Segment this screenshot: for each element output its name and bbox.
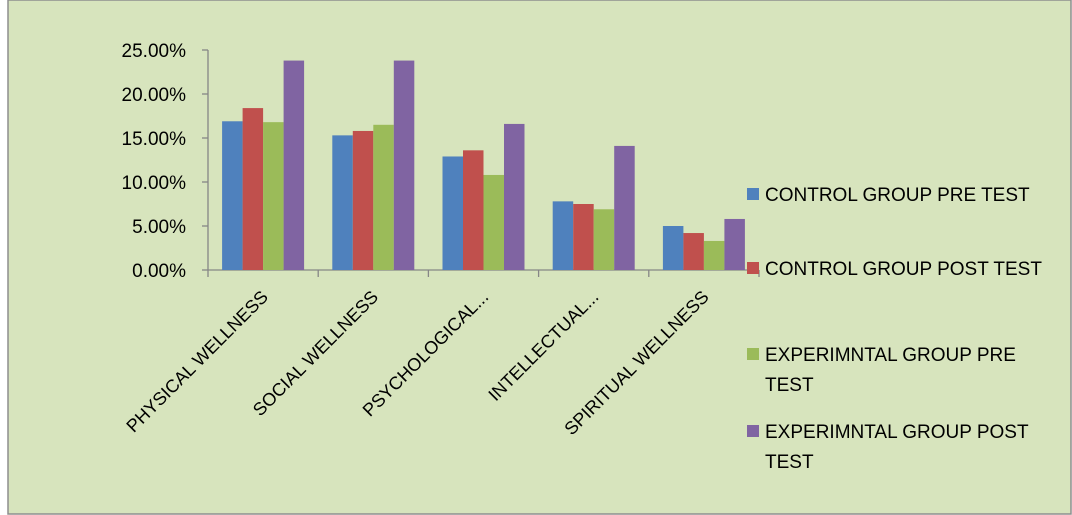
bar xyxy=(703,240,725,270)
bar xyxy=(483,174,504,270)
legend-swatch xyxy=(747,348,759,360)
bar xyxy=(683,233,704,270)
bar xyxy=(283,60,305,271)
bar xyxy=(222,121,243,270)
chart-area-background xyxy=(7,0,1072,515)
y-tick-label: 0.00% xyxy=(132,261,186,282)
bar xyxy=(573,204,594,270)
y-tick-label: 15.00% xyxy=(122,129,187,150)
legend-label: EXPERIMNTAL GROUP PRE TEST xyxy=(765,345,1016,396)
bar xyxy=(662,226,684,270)
bar xyxy=(552,201,574,270)
bar xyxy=(263,122,284,270)
legend-swatch xyxy=(747,425,759,437)
bar xyxy=(352,130,374,270)
bar xyxy=(593,209,615,270)
bar xyxy=(442,156,463,270)
legend-swatch xyxy=(747,188,759,200)
bar xyxy=(463,150,484,270)
bar xyxy=(504,123,525,270)
bar xyxy=(614,145,635,270)
bar xyxy=(242,108,264,270)
y-tick-label: 5.00% xyxy=(132,217,186,238)
legend-label: EXPERIMNTAL GROUP POST TEST xyxy=(765,422,1029,473)
legend-swatch xyxy=(747,262,759,274)
legend-label: CONTROL GROUP PRE TEST xyxy=(765,185,1030,206)
y-tick-label: 10.00% xyxy=(122,173,187,194)
y-tick-label: 25.00% xyxy=(122,41,187,62)
bar xyxy=(724,218,745,270)
bar xyxy=(332,135,353,270)
bar xyxy=(393,60,415,271)
bar xyxy=(373,124,394,270)
y-tick-label: 20.00% xyxy=(122,85,187,106)
legend-label: CONTROL GROUP POST TEST xyxy=(765,259,1042,280)
